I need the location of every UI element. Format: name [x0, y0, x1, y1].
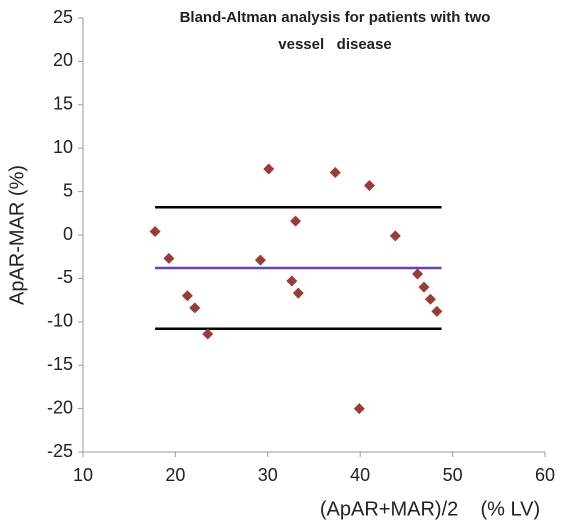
chart-title: Bland-Altman analysis for patients with …	[180, 9, 491, 26]
data-point	[363, 180, 375, 192]
y-tick-label: 0	[63, 224, 73, 244]
data-point	[263, 163, 275, 175]
data-point	[353, 403, 365, 415]
x-tick-label: 60	[535, 465, 555, 485]
data-point	[424, 293, 436, 305]
y-tick-label: -10	[47, 311, 73, 331]
x-tick-label: 50	[443, 465, 463, 485]
data-point	[292, 287, 304, 299]
y-tick-label: -25	[47, 441, 73, 461]
y-axis-label: ApAR-MAR (%)	[6, 165, 28, 305]
data-point	[286, 275, 298, 287]
y-tick-label: 10	[53, 137, 73, 157]
x-tick-label: 30	[258, 465, 278, 485]
data-point	[163, 252, 175, 264]
data-point	[431, 305, 443, 317]
data-point	[254, 254, 266, 266]
y-tick-label: 5	[63, 180, 73, 200]
data-point	[202, 328, 214, 340]
y-tick-label: 25	[53, 7, 73, 27]
x-tick-label: 20	[165, 465, 185, 485]
data-point	[329, 167, 341, 179]
y-tick-label: -15	[47, 354, 73, 374]
y-tick-label: 20	[53, 50, 73, 70]
chart-title: vessel disease	[278, 36, 391, 53]
data-point	[290, 215, 302, 227]
y-tick-label: -5	[57, 267, 73, 287]
y-tick-label: 15	[53, 94, 73, 114]
x-tick-label: 10	[73, 465, 93, 485]
data-point	[411, 268, 423, 280]
y-tick-label: -20	[47, 397, 73, 417]
data-point	[418, 281, 430, 293]
data-point	[389, 230, 401, 242]
data-point	[189, 302, 201, 314]
x-axis-label: (ApAR+MAR)/2 (% LV)	[320, 498, 540, 520]
x-tick-label: 40	[350, 465, 370, 485]
data-point	[149, 226, 161, 238]
data-point	[181, 290, 193, 302]
